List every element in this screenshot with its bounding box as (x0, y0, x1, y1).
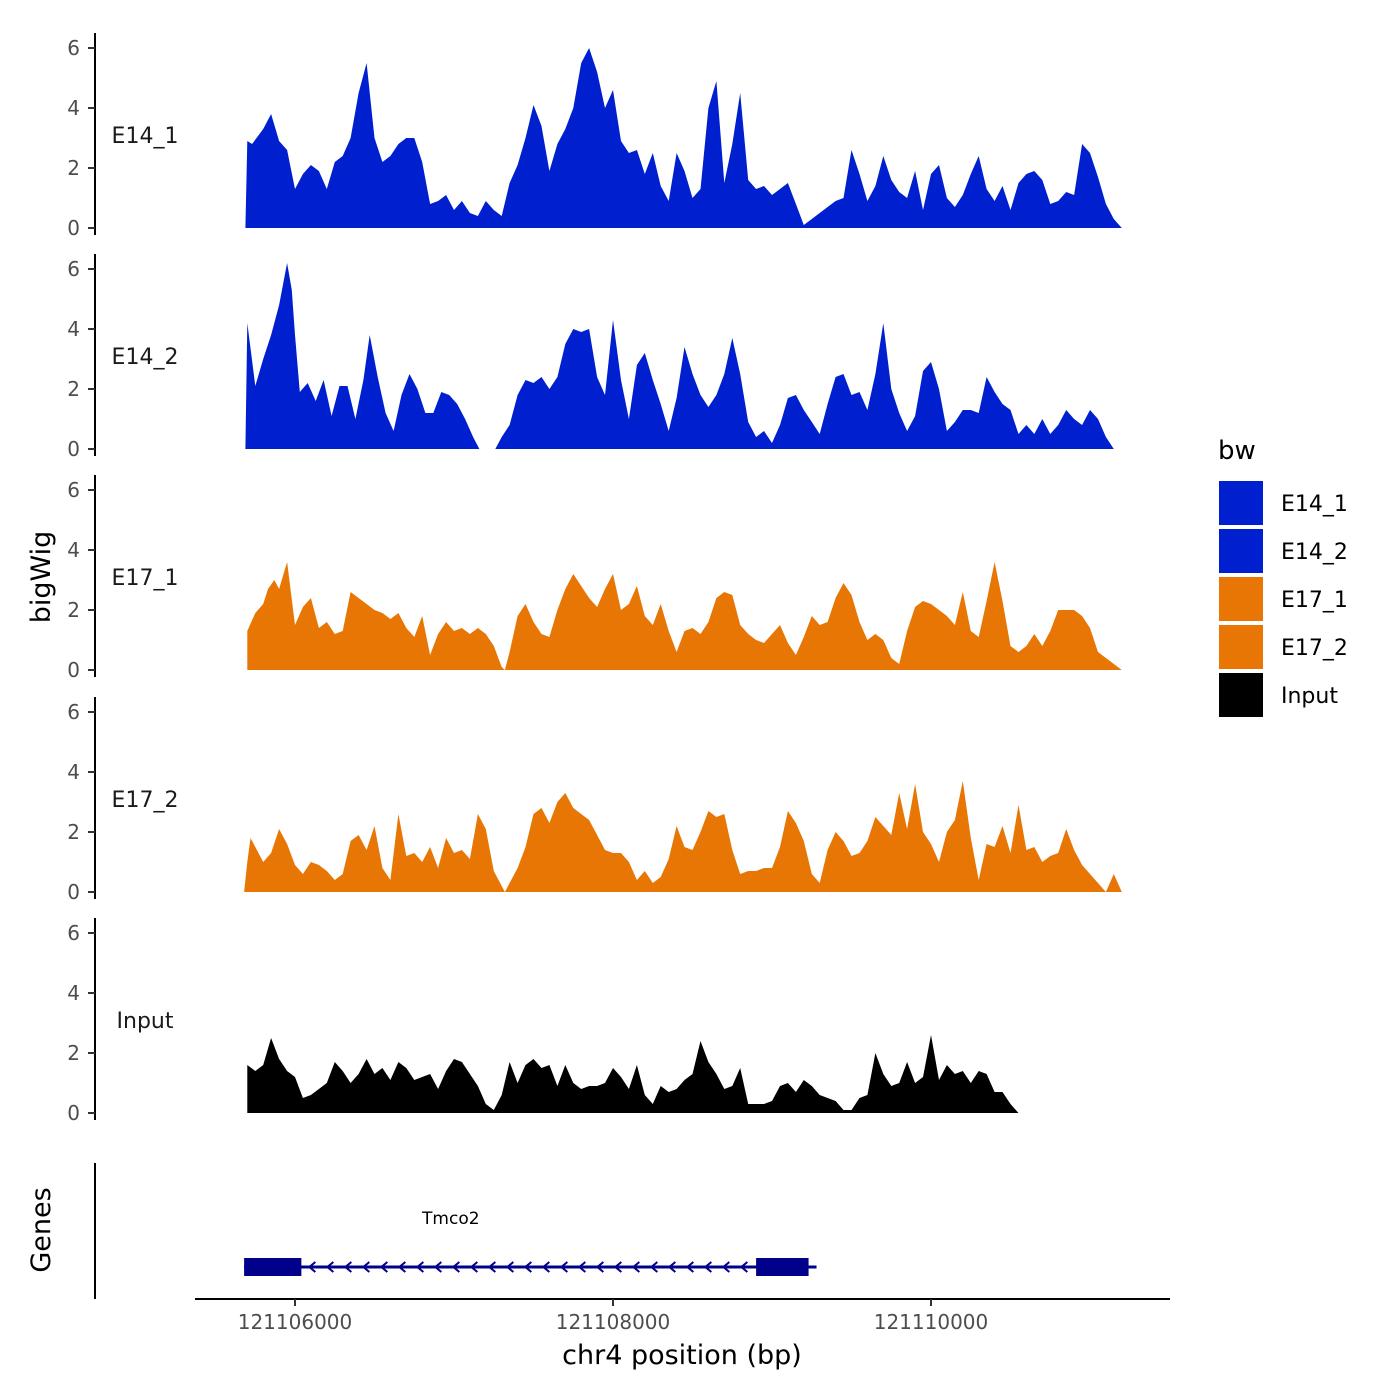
y-tick-label: 0 (67, 437, 80, 461)
track-label: E17_2 (112, 788, 179, 813)
strand-arrow-icon (307, 1261, 317, 1273)
y-tick-label: 0 (67, 658, 80, 682)
y-tick-label: 0 (67, 1101, 80, 1125)
genes-track: Genes Tmco2 (26, 1163, 817, 1299)
y-tick-label: 6 (67, 478, 80, 502)
strand-arrow-icon (379, 1261, 389, 1273)
x-tick-label: 121110000 (874, 1310, 989, 1334)
x-tick-label: 121106000 (238, 1310, 353, 1334)
strand-arrow-icon (559, 1261, 569, 1273)
track-Input: 0 2 4 6 Input (67, 918, 1019, 1125)
track-E14_1: 0 2 4 6 E14_1 (67, 33, 1122, 240)
signal-tracks: 0 2 4 6 E14_1 0 2 4 6 E14_2 0 2 4 6 E17_1 0 2 4 6 E17_2 0 2 4 6… (67, 33, 1122, 1125)
strand-arrow-icon (343, 1261, 353, 1273)
legend-swatch (1217, 479, 1265, 527)
x-axis-title: chr4 position (bp) (562, 1340, 802, 1371)
y-tick-label: 0 (67, 216, 80, 240)
strand-arrow-icon (613, 1261, 623, 1273)
signal-area-E17_1 (247, 562, 1122, 670)
legend-swatch (1217, 527, 1265, 575)
legend-swatch (1217, 623, 1265, 671)
strand-arrow-icon (325, 1261, 335, 1273)
genes-track-title: Genes (26, 1187, 57, 1272)
legend-label: Input (1281, 684, 1338, 709)
track-label: Input (117, 1009, 174, 1034)
strand-arrow-icon (685, 1261, 695, 1273)
legend-item-E14_1: E14_1 (1217, 479, 1348, 527)
strand-arrow-icon (487, 1261, 497, 1273)
track-E17_1: 0 2 4 6 E17_1 (67, 475, 1122, 682)
legend-item-E17_1: E17_1 (1217, 575, 1348, 623)
y-tick-label: 2 (67, 598, 80, 622)
strand-arrow-icon (577, 1261, 587, 1273)
signal-area-Input (247, 1035, 1019, 1113)
strand-arrow-icon (721, 1261, 731, 1273)
strand-arrow-icon (541, 1261, 551, 1273)
y-tick-label: 2 (67, 1041, 80, 1065)
legend-label: E17_2 (1281, 636, 1348, 661)
strand-arrow-icon (739, 1261, 749, 1273)
legend-label: E17_1 (1281, 588, 1348, 613)
strand-arrow-icon (451, 1261, 461, 1273)
y-tick-label: 6 (67, 700, 80, 724)
legend-swatch (1217, 671, 1265, 719)
strand-arrow-icon (703, 1261, 713, 1273)
y-tick-label: 4 (67, 96, 80, 120)
legend-swatch (1217, 575, 1265, 623)
y-axis-title: bigWig (26, 531, 57, 624)
strand-arrow-icon (415, 1261, 425, 1273)
signal-area-E17_2 (244, 781, 1122, 892)
legend-item-E14_2: E14_2 (1217, 527, 1348, 575)
signal-area-E14_1 (245, 48, 1122, 228)
strand-arrow-icon (667, 1261, 677, 1273)
track-E17_2: 0 2 4 6 E17_2 (67, 697, 1122, 904)
y-tick-label: 4 (67, 760, 80, 784)
y-tick-label: 6 (67, 36, 80, 60)
track-E14_2: 0 2 4 6 E14_2 (67, 254, 1114, 461)
legend: bw E14_1 E14_2 E17_1 E17_2 Input (1217, 436, 1348, 719)
strand-arrow-icon (649, 1261, 659, 1273)
y-tick-label: 2 (67, 377, 80, 401)
y-tick-label: 2 (67, 156, 80, 180)
strand-arrow-icon (595, 1261, 605, 1273)
strand-arrow-icon (361, 1261, 371, 1273)
strand-arrow-icon (505, 1261, 515, 1273)
legend-title: bw (1218, 436, 1256, 466)
x-axis: 121106000 121108000 121110000 chr4 positio… (195, 1298, 1170, 1371)
strand-arrow-icon (397, 1261, 407, 1273)
gene-name-label: Tmco2 (421, 1209, 480, 1229)
y-tick-label: 6 (67, 921, 80, 945)
legend-label: E14_2 (1281, 540, 1348, 565)
y-tick-label: 6 (67, 257, 80, 281)
strand-arrow-icon (523, 1261, 533, 1273)
legend-item-Input: Input (1217, 671, 1338, 719)
y-tick-label: 4 (67, 538, 80, 562)
track-label: E14_1 (112, 124, 179, 149)
gene-model (244, 1258, 817, 1276)
strand-arrow-icon (433, 1261, 443, 1273)
gene-exon (756, 1258, 809, 1276)
track-label: E17_1 (112, 566, 179, 591)
y-tick-label: 2 (67, 820, 80, 844)
strand-arrow-icon (469, 1261, 479, 1273)
legend-label: E14_1 (1281, 492, 1348, 517)
legend-item-E17_2: E17_2 (1217, 623, 1348, 671)
y-tick-label: 4 (67, 317, 80, 341)
strand-arrow-icon (631, 1261, 641, 1273)
x-tick-label: 121108000 (556, 1310, 671, 1334)
gene-exon (244, 1258, 302, 1276)
track-label: E14_2 (112, 345, 179, 370)
y-tick-label: 4 (67, 981, 80, 1005)
signal-area-E14_2 (245, 263, 1114, 449)
y-tick-label: 0 (67, 880, 80, 904)
